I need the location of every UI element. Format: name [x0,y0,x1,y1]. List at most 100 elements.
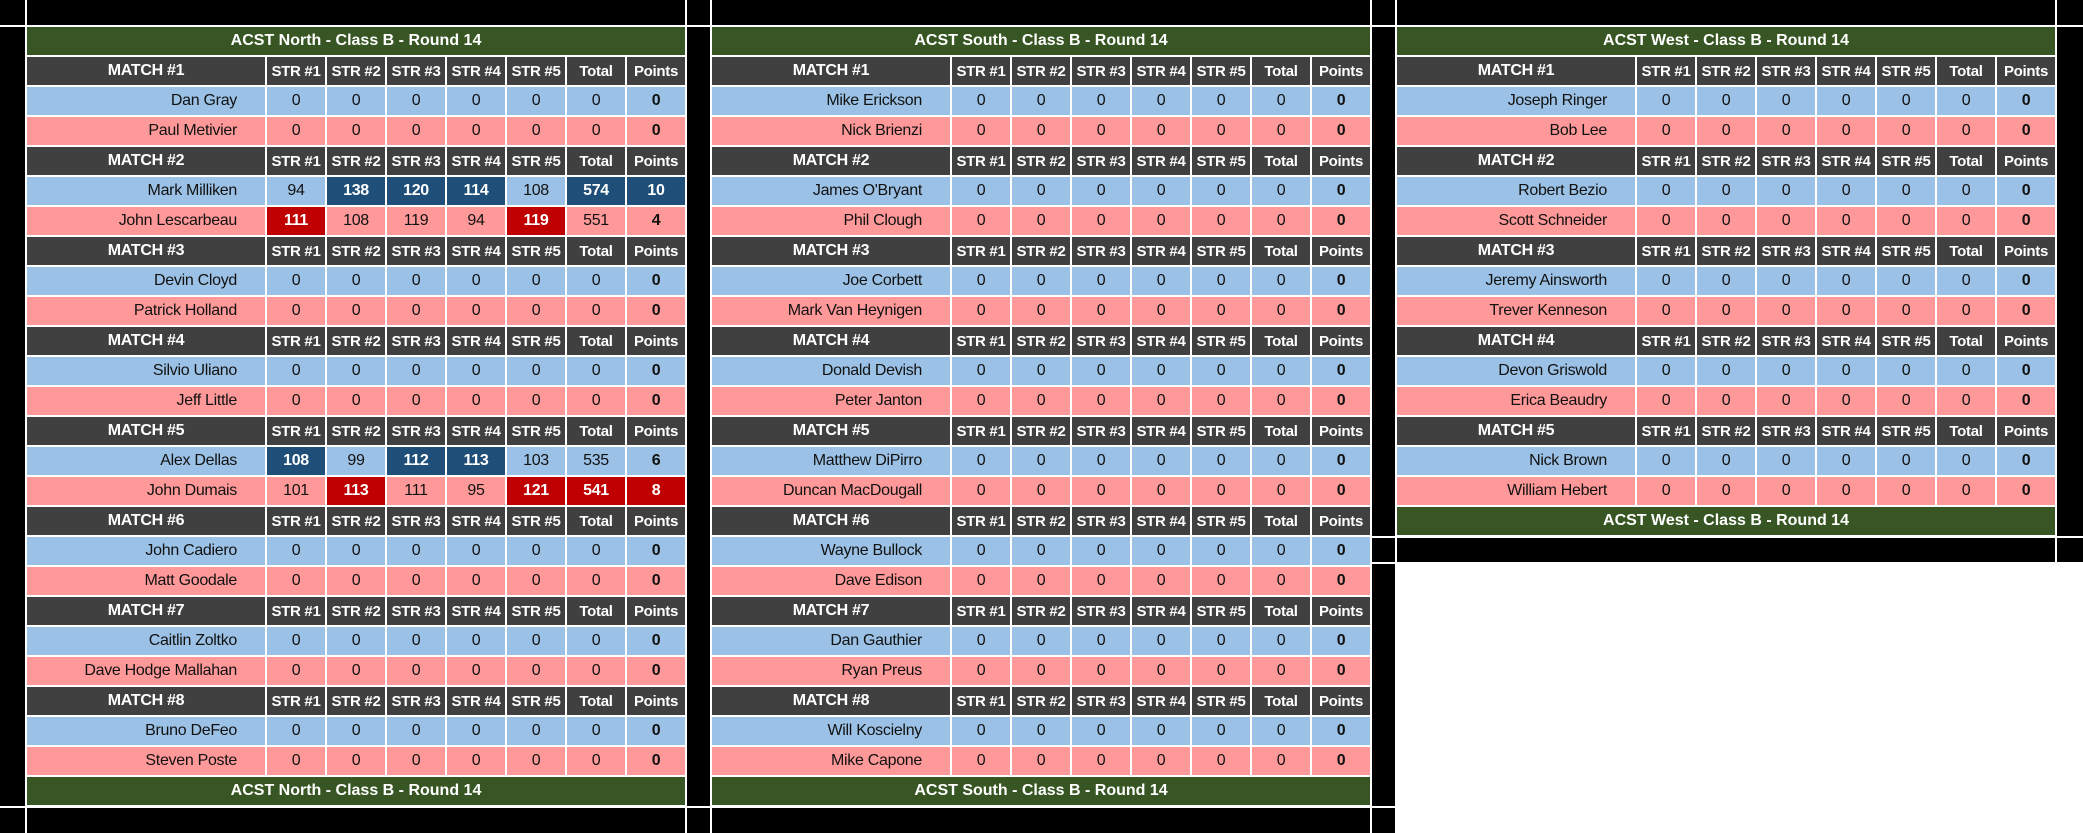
string-score[interactable]: 0 [447,567,505,595]
string-score[interactable]: 0 [267,87,325,115]
string-score[interactable]: 0 [1697,447,1755,475]
string-score[interactable]: 0 [387,87,445,115]
string-score[interactable]: 0 [447,627,505,655]
string-score[interactable]: 0 [1072,357,1130,385]
string-score[interactable]: 0 [1072,87,1130,115]
match-points[interactable]: 0 [627,567,685,595]
string-score[interactable]: 0 [1072,627,1130,655]
string-score[interactable]: 0 [1012,87,1070,115]
total-score[interactable]: 0 [1937,207,1995,235]
match-points[interactable]: 0 [627,657,685,685]
string-score[interactable]: 0 [507,117,565,145]
string-score[interactable]: 0 [327,657,385,685]
total-score[interactable]: 0 [1252,207,1310,235]
string-score[interactable]: 99 [327,447,385,475]
string-score[interactable]: 0 [507,567,565,595]
string-score[interactable]: 0 [1132,447,1190,475]
string-score[interactable]: 0 [327,717,385,745]
player-name[interactable]: Jeremy Ainsworth [1397,267,1635,295]
total-score[interactable]: 0 [567,747,625,775]
player-name[interactable]: Nick Brienzi [712,117,950,145]
total-score[interactable]: 0 [1252,357,1310,385]
string-score[interactable]: 0 [387,747,445,775]
player-name[interactable]: Devon Griswold [1397,357,1635,385]
match-points[interactable]: 0 [627,87,685,115]
string-score[interactable]: 0 [1192,567,1250,595]
total-score[interactable]: 0 [1252,387,1310,415]
string-score[interactable]: 0 [1637,207,1695,235]
player-name[interactable]: Trever Kenneson [1397,297,1635,325]
string-score[interactable]: 0 [1072,747,1130,775]
string-score[interactable]: 0 [952,297,1010,325]
string-score[interactable]: 0 [1072,537,1130,565]
string-score[interactable]: 0 [267,657,325,685]
total-score[interactable]: 551 [567,207,625,235]
string-score[interactable]: 94 [447,207,505,235]
string-score[interactable]: 0 [952,267,1010,295]
string-score[interactable]: 0 [1817,297,1875,325]
string-score[interactable]: 0 [1817,267,1875,295]
player-name[interactable]: Alex Dellas [27,447,265,475]
string-score[interactable]: 0 [1637,387,1695,415]
string-score[interactable]: 0 [952,117,1010,145]
string-score[interactable]: 0 [952,567,1010,595]
player-name[interactable]: Ryan Preus [712,657,950,685]
string-score[interactable]: 0 [1132,267,1190,295]
string-score[interactable]: 0 [447,537,505,565]
player-name[interactable]: Jeff Little [27,387,265,415]
total-score[interactable]: 0 [567,117,625,145]
string-score[interactable]: 113 [447,447,505,475]
player-name[interactable]: Mike Capone [712,747,950,775]
string-score[interactable]: 0 [267,627,325,655]
string-score[interactable]: 0 [1757,387,1815,415]
string-score[interactable]: 0 [1877,117,1935,145]
string-score[interactable]: 0 [387,387,445,415]
total-score[interactable]: 535 [567,447,625,475]
string-score[interactable]: 111 [387,477,445,505]
match-points[interactable]: 0 [1997,357,2055,385]
string-score[interactable]: 0 [1072,657,1130,685]
string-score[interactable]: 0 [1072,177,1130,205]
string-score[interactable]: 0 [267,297,325,325]
string-score[interactable]: 0 [1072,267,1130,295]
total-score[interactable]: 0 [1252,537,1310,565]
string-score[interactable]: 0 [1817,117,1875,145]
total-score[interactable]: 0 [567,87,625,115]
player-name[interactable]: Matt Goodale [27,567,265,595]
string-score[interactable]: 0 [1132,117,1190,145]
player-name[interactable]: William Hebert [1397,477,1635,505]
string-score[interactable]: 0 [1697,207,1755,235]
player-name[interactable]: Patrick Holland [27,297,265,325]
string-score[interactable]: 0 [1637,357,1695,385]
player-name[interactable]: Will Koscielny [712,717,950,745]
player-name[interactable]: John Cadiero [27,537,265,565]
string-score[interactable]: 0 [1132,177,1190,205]
player-name[interactable]: John Dumais [27,477,265,505]
string-score[interactable]: 0 [952,87,1010,115]
string-score[interactable]: 0 [1877,207,1935,235]
string-score[interactable]: 0 [1637,87,1695,115]
string-score[interactable]: 0 [1697,87,1755,115]
string-score[interactable]: 0 [387,717,445,745]
string-score[interactable]: 119 [507,207,565,235]
string-score[interactable]: 0 [507,87,565,115]
string-score[interactable]: 0 [952,477,1010,505]
player-name[interactable]: Phil Clough [712,207,950,235]
string-score[interactable]: 0 [1012,537,1070,565]
string-score[interactable]: 0 [1877,447,1935,475]
total-score[interactable]: 0 [1937,117,1995,145]
string-score[interactable]: 0 [1817,207,1875,235]
string-score[interactable]: 0 [1012,657,1070,685]
string-score[interactable]: 121 [507,477,565,505]
string-score[interactable]: 0 [1012,357,1070,385]
string-score[interactable]: 0 [507,537,565,565]
player-name[interactable]: Bob Lee [1397,117,1635,145]
string-score[interactable]: 0 [507,717,565,745]
string-score[interactable]: 0 [1132,207,1190,235]
total-score[interactable]: 0 [567,657,625,685]
string-score[interactable]: 0 [447,117,505,145]
string-score[interactable]: 0 [507,357,565,385]
string-score[interactable]: 0 [447,87,505,115]
total-score[interactable]: 0 [1937,447,1995,475]
match-points[interactable]: 0 [1312,267,1370,295]
